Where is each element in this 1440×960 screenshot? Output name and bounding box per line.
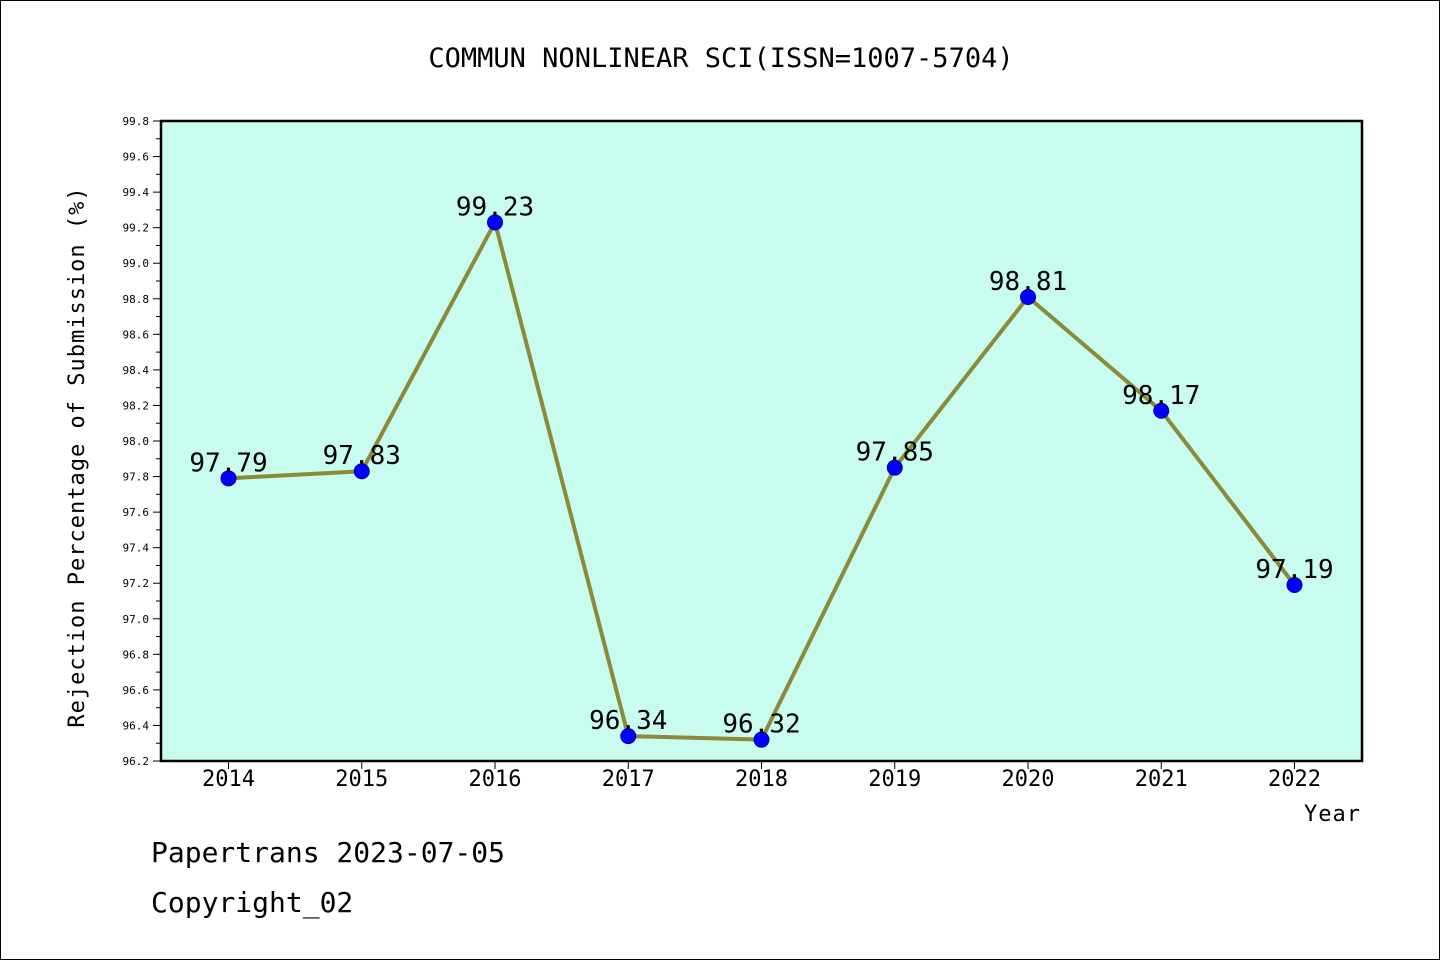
y-tick-label: 97.4 [123,542,150,555]
y-tick-label: 96.8 [123,648,150,661]
data-point-marker [620,728,637,745]
y-tick-label: 97.6 [123,506,150,519]
plot-area [159,119,1364,763]
y-tick-label: 96.6 [123,684,150,697]
x-tick-label: 2022 [1268,767,1321,792]
data-point-marker [220,470,237,487]
data-point-label: 97.19 [1255,555,1333,585]
x-tick-label: 2015 [335,767,388,792]
y-tick-label: 98.2 [123,399,150,412]
y-tick-label: 99.0 [123,257,150,270]
x-tick-label: 2021 [1135,767,1188,792]
y-tick-label: 99.4 [123,186,150,199]
y-axis-label: Rejection Percentage of Submission (%) [65,186,90,727]
y-tick-label: 96.2 [123,755,150,768]
data-point-label: 96.32 [722,710,800,740]
y-tick-label: 99.6 [123,151,150,164]
x-tick-label: 2014 [202,767,255,792]
x-tick-label: 2016 [469,767,522,792]
y-tick-label: 98.8 [123,293,150,306]
data-point-marker [353,463,370,480]
data-point-label: 97.79 [189,448,267,478]
x-tick-label: 2020 [1002,767,1055,792]
chart-title: COMMUN NONLINEAR SCI(ISSN=1007-5704) [428,43,1013,74]
data-point-marker [1286,577,1303,593]
data-point-label: 98.17 [1122,381,1200,411]
data-point-marker [886,459,903,476]
footer-date-text: Papertrans 2023-07-05 [151,836,506,869]
data-point-label: 97.85 [856,438,934,468]
data-point-label: 96.34 [589,706,667,736]
data-point-marker [487,214,503,231]
y-tick-label: 99.8 [123,115,150,128]
x-tick-label: 2019 [868,767,921,792]
y-tick-label: 98.4 [123,364,150,377]
x-tick-label: 2018 [735,767,788,792]
y-tick-label: 97.8 [123,471,150,484]
x-tick-label: 2017 [602,767,655,792]
y-tick-label: 99.2 [123,222,150,235]
y-axis-ticks: 96.2 96.4 96.6 96.8 97.0 97.2 97.4 97.6 97.8 98.0… [123,115,161,768]
x-axis-label: Year [1304,802,1361,827]
data-markers [220,214,1303,748]
y-tick-label: 98.0 [123,435,150,448]
x-axis-ticks: 2014 2015 2016 2017 2018 2019 2020 2021 2022 [202,761,1321,792]
data-point-label: 99.23 [456,192,534,222]
footer-copyright-text: Copyright_02 [151,886,354,919]
data-point-marker [1153,402,1170,419]
y-tick-label: 97.0 [123,613,150,626]
data-point-label: 97.83 [323,441,401,471]
y-tick-label: 96.4 [123,719,150,732]
data-point-marker [1020,289,1036,305]
y-tick-label: 98.6 [123,328,150,341]
data-point-label: 98.81 [989,267,1067,297]
data-point-marker [753,731,770,748]
data-labels: 97.79 97.83 99.23 96.34 96.32 97.85 98.81 98.17… [189,192,1333,739]
y-tick-label: 97.2 [123,577,150,590]
